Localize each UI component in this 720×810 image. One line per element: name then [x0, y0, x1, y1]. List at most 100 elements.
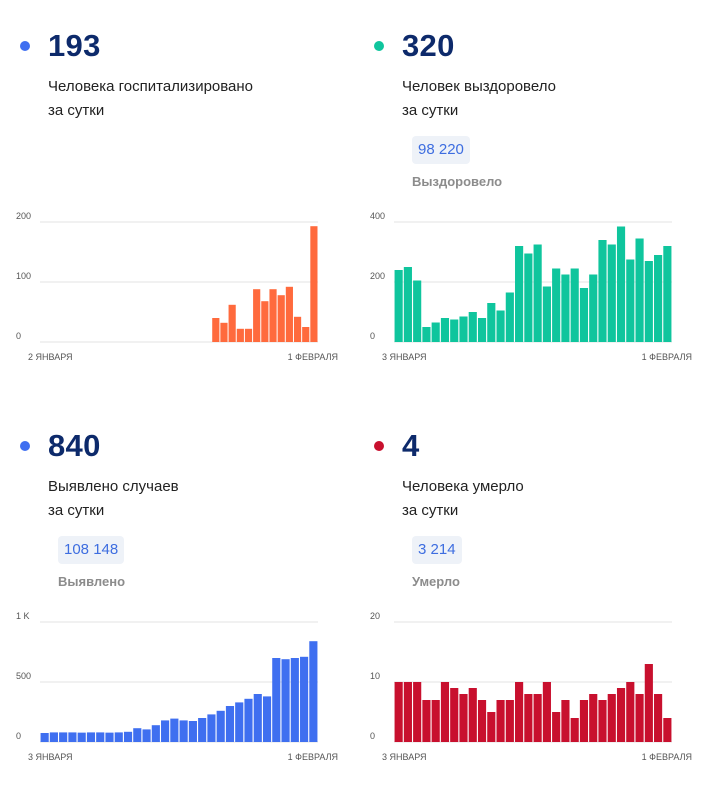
chart-bar — [293, 316, 302, 342]
chart-bar — [262, 696, 272, 742]
chart-bar — [654, 255, 663, 342]
y-tick-label: 0 — [370, 731, 375, 741]
panel-header: 840 — [20, 426, 101, 466]
chart-bar — [598, 700, 607, 742]
x-axis-end-label: 1 ФЕВРАЛЯ — [288, 352, 338, 362]
chart-bar — [236, 328, 244, 342]
deaths-description: Человека умерло за сутки — [402, 475, 662, 523]
bullet-dot-icon — [374, 41, 384, 51]
chart-bar — [431, 700, 440, 742]
x-axis-end-label: 1 ФЕВРАЛЯ — [288, 752, 338, 762]
chart-bar — [290, 658, 299, 742]
chart-bar — [96, 732, 105, 742]
chart-bar — [272, 658, 281, 742]
deaths-chart: 0 10 20 3 ЯНВАРЯ 1 ФЕВРАЛЯ — [370, 611, 692, 762]
description-line: Человек выздоровело — [402, 78, 556, 95]
y-tick-label: 1 K — [16, 611, 30, 621]
chart-bar — [198, 718, 207, 742]
chart-bar — [505, 292, 514, 342]
chart-bar — [220, 322, 228, 342]
chart-bar — [450, 319, 459, 342]
chart-bar — [431, 322, 440, 342]
chart-bar — [570, 268, 579, 342]
y-tick-label: 200 — [370, 271, 385, 281]
chart-bar — [477, 700, 487, 742]
chart-bar — [552, 268, 561, 342]
chart-bar — [589, 694, 598, 742]
cases-total-label: Выявлено — [58, 574, 126, 589]
y-tick-label: 500 — [16, 671, 31, 681]
chart-bar — [277, 295, 285, 342]
deaths-value: 4 — [402, 428, 420, 463]
chart-bar — [142, 729, 151, 742]
y-tick-label: 400 — [370, 211, 385, 221]
chart-bar — [533, 244, 542, 342]
chart-bar — [188, 721, 197, 742]
recovered-panel: 320 Человек выздоровело за сутки 98 220 … — [366, 20, 706, 410]
chart-bar — [542, 682, 551, 742]
chart-bar — [302, 327, 310, 342]
chart-bar — [49, 732, 58, 742]
hospitalized-chart: 0 100 200 2 ЯНВАРЯ 1 ФЕВРАЛЯ — [16, 211, 338, 362]
chart-bar — [635, 694, 644, 742]
chart-bar — [440, 682, 450, 742]
deaths-panel: 4 Человека умерло за сутки 3 214 Умерло … — [366, 420, 706, 810]
chart-bar — [598, 240, 607, 342]
chart-bar — [123, 731, 133, 742]
recovered-chart: 0 200 400 3 ЯНВАРЯ 1 ФЕВРАЛЯ — [370, 211, 692, 362]
chart-bar — [663, 718, 672, 742]
chart-bar — [496, 700, 505, 742]
chart-bar — [579, 288, 589, 342]
chart-bar — [114, 732, 123, 742]
y-tick-label: 0 — [16, 331, 21, 341]
y-tick-label: 0 — [16, 731, 21, 741]
chart-bar — [616, 688, 626, 742]
chart-bar — [59, 732, 68, 742]
chart-bar — [281, 659, 290, 742]
chart-bar — [422, 327, 431, 342]
chart-bar — [515, 246, 524, 342]
chart-bar — [212, 318, 220, 342]
hospitalized-description: Человека госпитализировано за сутки — [48, 75, 308, 123]
deaths-total-label: Умерло — [412, 574, 460, 589]
chart-bar — [394, 270, 403, 342]
chart-bar — [626, 682, 635, 742]
chart-bar — [496, 310, 505, 342]
y-tick-label: 20 — [370, 611, 380, 621]
description-line: за сутки — [48, 502, 105, 519]
chart-bar — [77, 732, 86, 742]
y-tick-label: 10 — [370, 671, 380, 681]
bullet-dot-icon — [374, 441, 384, 451]
x-axis-start-label: 3 ЯНВАРЯ — [28, 752, 73, 762]
chart-bar — [515, 682, 524, 742]
chart-bar — [151, 725, 160, 742]
chart-bar — [477, 318, 487, 342]
chart-bar — [309, 641, 318, 742]
chart-bar — [216, 710, 225, 742]
chart-bar — [105, 732, 114, 742]
chart-bar — [235, 702, 244, 742]
chart-bar — [440, 318, 450, 342]
chart-bar — [524, 253, 533, 342]
chart-bar — [589, 274, 598, 342]
chart-bar — [207, 714, 216, 742]
panel-header: 4 — [374, 426, 420, 466]
chart-bar — [269, 289, 277, 342]
chart-bar — [487, 303, 496, 342]
recovered-total-badge: 98 220 — [412, 136, 470, 164]
chart-bar — [403, 682, 412, 742]
chart-bar — [505, 700, 514, 742]
recovered-description: Человек выздоровело за сутки — [402, 75, 662, 123]
cases-description: Выявлено случаев за сутки — [48, 475, 308, 523]
chart-bar — [561, 700, 570, 742]
description-line: Человека госпитализировано — [48, 78, 254, 95]
chart-bar — [635, 238, 644, 342]
chart-bar — [459, 316, 468, 342]
x-axis-end-label: 1 ФЕВРАЛЯ — [642, 752, 692, 762]
cases-total-badge: 108 148 — [58, 536, 125, 564]
chart-bar — [310, 226, 318, 342]
chart-bar — [225, 706, 235, 742]
chart-bar — [663, 246, 672, 342]
chart-bar — [244, 698, 253, 742]
panel-header: 320 — [374, 26, 455, 66]
